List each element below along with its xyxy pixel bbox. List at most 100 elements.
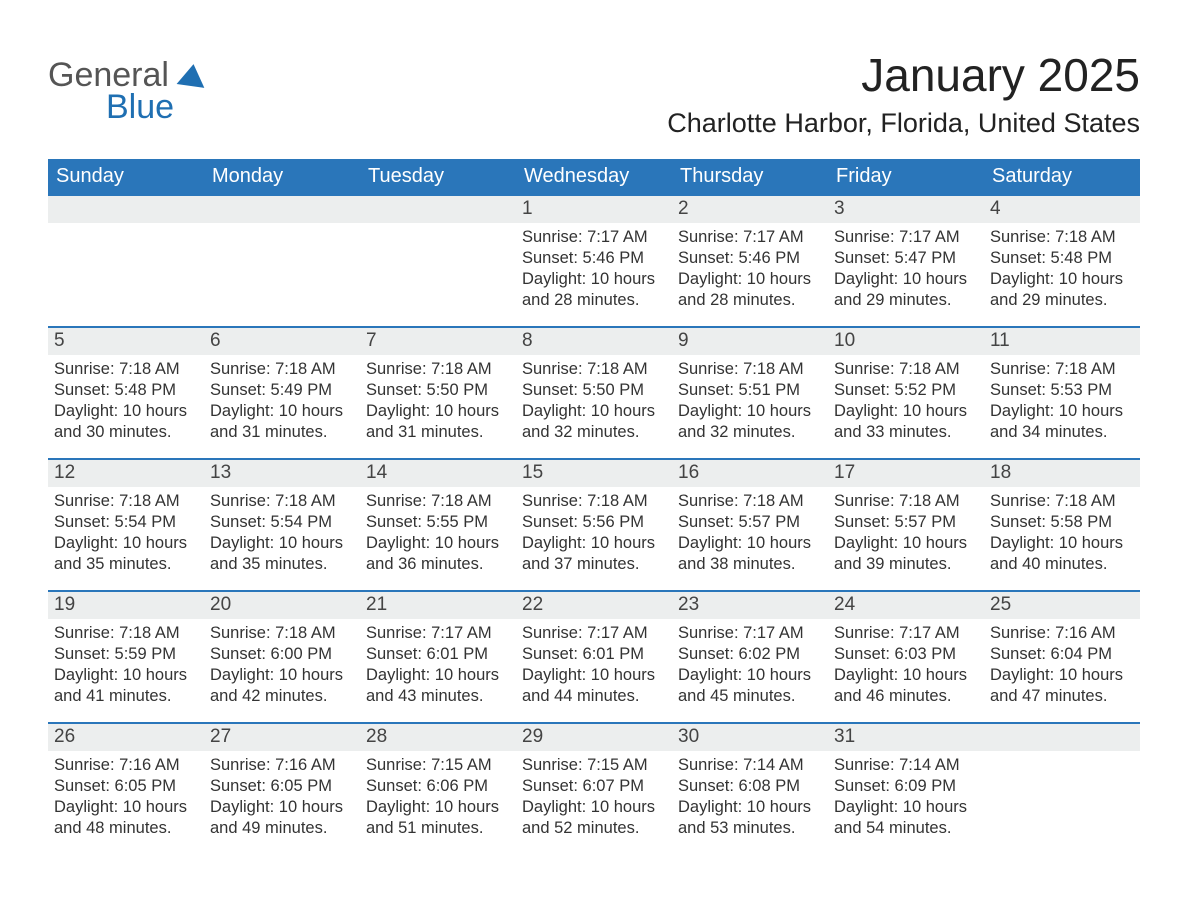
weekday-header: Saturday	[984, 159, 1140, 196]
day-cell: 10Sunrise: 7:18 AMSunset: 5:52 PMDayligh…	[828, 328, 984, 458]
sunset-text: Sunset: 6:05 PM	[54, 776, 198, 797]
day-details: Sunrise: 7:14 AMSunset: 6:09 PMDaylight:…	[828, 751, 984, 845]
day-cell: 29Sunrise: 7:15 AMSunset: 6:07 PMDayligh…	[516, 724, 672, 854]
sunrise-text: Sunrise: 7:18 AM	[522, 491, 666, 512]
sunrise-text: Sunrise: 7:18 AM	[990, 491, 1134, 512]
day-details: Sunrise: 7:18 AMSunset: 5:48 PMDaylight:…	[984, 223, 1140, 317]
day-cell: 31Sunrise: 7:14 AMSunset: 6:09 PMDayligh…	[828, 724, 984, 854]
day-number: 5	[48, 328, 204, 355]
day-details: Sunrise: 7:18 AMSunset: 5:54 PMDaylight:…	[204, 487, 360, 581]
day-details: Sunrise: 7:18 AMSunset: 5:55 PMDaylight:…	[360, 487, 516, 581]
daylight-text: Daylight: 10 hours and 35 minutes.	[210, 533, 354, 575]
day-number: 31	[828, 724, 984, 751]
day-cell: 9Sunrise: 7:18 AMSunset: 5:51 PMDaylight…	[672, 328, 828, 458]
sunrise-text: Sunrise: 7:14 AM	[834, 755, 978, 776]
day-details: Sunrise: 7:16 AMSunset: 6:04 PMDaylight:…	[984, 619, 1140, 713]
day-number: 14	[360, 460, 516, 487]
day-details: Sunrise: 7:18 AMSunset: 6:00 PMDaylight:…	[204, 619, 360, 713]
daylight-text: Daylight: 10 hours and 38 minutes.	[678, 533, 822, 575]
day-cell: 18Sunrise: 7:18 AMSunset: 5:58 PMDayligh…	[984, 460, 1140, 590]
day-number	[48, 196, 204, 223]
sunset-text: Sunset: 5:57 PM	[678, 512, 822, 533]
day-details: Sunrise: 7:18 AMSunset: 5:54 PMDaylight:…	[48, 487, 204, 581]
sunset-text: Sunset: 6:07 PM	[522, 776, 666, 797]
location-subtitle: Charlotte Harbor, Florida, United States	[667, 108, 1140, 139]
sunrise-text: Sunrise: 7:17 AM	[366, 623, 510, 644]
day-cell: 22Sunrise: 7:17 AMSunset: 6:01 PMDayligh…	[516, 592, 672, 722]
title-block: January 2025 Charlotte Harbor, Florida, …	[667, 40, 1140, 151]
day-number: 24	[828, 592, 984, 619]
sunrise-text: Sunrise: 7:18 AM	[522, 359, 666, 380]
daylight-text: Daylight: 10 hours and 47 minutes.	[990, 665, 1134, 707]
sunset-text: Sunset: 5:47 PM	[834, 248, 978, 269]
week-row: 5Sunrise: 7:18 AMSunset: 5:48 PMDaylight…	[48, 326, 1140, 458]
daylight-text: Daylight: 10 hours and 32 minutes.	[522, 401, 666, 443]
day-cell: 3Sunrise: 7:17 AMSunset: 5:47 PMDaylight…	[828, 196, 984, 326]
day-number: 6	[204, 328, 360, 355]
weeks-container: 1 Sunrise: 7:17 AM Sunset: 5:46 PM Daylight…	[48, 196, 1140, 854]
daylight-text: Daylight: 10 hours and 51 minutes.	[366, 797, 510, 839]
day-number: 19	[48, 592, 204, 619]
daylight-text: Daylight: 10 hours and 39 minutes.	[834, 533, 978, 575]
day-cell: 30Sunrise: 7:14 AMSunset: 6:08 PMDayligh…	[672, 724, 828, 854]
sunrise-text: Sunrise: 7:18 AM	[54, 623, 198, 644]
daylight-text: Daylight: 10 hours and 37 minutes.	[522, 533, 666, 575]
sunset-text: Sunset: 6:08 PM	[678, 776, 822, 797]
month-title: January 2025	[667, 48, 1140, 102]
day-number: 15	[516, 460, 672, 487]
day-details: Sunrise: 7:15 AMSunset: 6:06 PMDaylight:…	[360, 751, 516, 845]
day-cell	[204, 196, 360, 326]
sunrise-text: Sunrise: 7:18 AM	[210, 359, 354, 380]
daylight-text: Daylight: 10 hours and 44 minutes.	[522, 665, 666, 707]
day-number: 23	[672, 592, 828, 619]
daylight-text: Daylight: 10 hours and 36 minutes.	[366, 533, 510, 575]
sunset-text: Sunset: 6:04 PM	[990, 644, 1134, 665]
day-number: 11	[984, 328, 1140, 355]
sunrise-text: Sunrise: 7:17 AM	[678, 623, 822, 644]
daylight-text: Daylight: 10 hours and 43 minutes.	[366, 665, 510, 707]
daylight-text: Daylight: 10 hours and 29 minutes.	[990, 269, 1134, 311]
day-cell: 19Sunrise: 7:18 AMSunset: 5:59 PMDayligh…	[48, 592, 204, 722]
sunrise-text: Sunrise: 7:18 AM	[54, 491, 198, 512]
day-cell: 12Sunrise: 7:18 AMSunset: 5:54 PMDayligh…	[48, 460, 204, 590]
sunset-text: Sunset: 5:50 PM	[522, 380, 666, 401]
sunrise-text: Sunrise: 7:17 AM	[834, 227, 978, 248]
day-number: 1	[516, 196, 672, 223]
daylight-text: Daylight: 10 hours and 34 minutes.	[990, 401, 1134, 443]
sunrise-text: Sunrise: 7:17 AM	[522, 227, 666, 248]
day-details: Sunrise: 7:18 AMSunset: 5:57 PMDaylight:…	[828, 487, 984, 581]
daylight-text: Daylight: 10 hours and 48 minutes.	[54, 797, 198, 839]
day-cell	[48, 196, 204, 326]
sunrise-text: Sunrise: 7:16 AM	[210, 755, 354, 776]
day-cell: 20Sunrise: 7:18 AMSunset: 6:00 PMDayligh…	[204, 592, 360, 722]
day-number: 29	[516, 724, 672, 751]
sunset-text: Sunset: 6:09 PM	[834, 776, 978, 797]
day-details: Sunrise: 7:17 AMSunset: 6:01 PMDaylight:…	[516, 619, 672, 713]
day-number: 25	[984, 592, 1140, 619]
sunset-text: Sunset: 5:56 PM	[522, 512, 666, 533]
sunrise-text: Sunrise: 7:18 AM	[210, 491, 354, 512]
day-details: Sunrise: 7:14 AMSunset: 6:08 PMDaylight:…	[672, 751, 828, 845]
day-cell: 7Sunrise: 7:18 AMSunset: 5:50 PMDaylight…	[360, 328, 516, 458]
sunset-text: Sunset: 5:57 PM	[834, 512, 978, 533]
sunset-text: Sunset: 6:05 PM	[210, 776, 354, 797]
daylight-text: Daylight: 10 hours and 41 minutes.	[54, 665, 198, 707]
daylight-text: Daylight: 10 hours and 45 minutes.	[678, 665, 822, 707]
calendar-grid: SundayMondayTuesdayWednesdayThursdayFrid…	[48, 159, 1140, 854]
day-details: Sunrise: 7:18 AMSunset: 5:56 PMDaylight:…	[516, 487, 672, 581]
logo: General Blue	[48, 58, 206, 127]
sunset-text: Sunset: 5:50 PM	[366, 380, 510, 401]
day-cell: 2Sunrise: 7:17 AMSunset: 5:46 PMDaylight…	[672, 196, 828, 326]
sunrise-text: Sunrise: 7:18 AM	[366, 359, 510, 380]
day-details: Sunrise: 7:18 AMSunset: 5:50 PMDaylight:…	[360, 355, 516, 449]
sunset-text: Sunset: 5:46 PM	[678, 248, 822, 269]
weekday-header: Tuesday	[360, 159, 516, 196]
header-area: General Blue January 2025 Charlotte Harb…	[48, 40, 1140, 151]
day-details: Sunrise: 7:16 AMSunset: 6:05 PMDaylight:…	[204, 751, 360, 845]
day-cell: 17Sunrise: 7:18 AMSunset: 5:57 PMDayligh…	[828, 460, 984, 590]
day-number: 8	[516, 328, 672, 355]
day-cell: 16Sunrise: 7:18 AMSunset: 5:57 PMDayligh…	[672, 460, 828, 590]
logo-triangle-icon	[177, 62, 208, 88]
sunrise-text: Sunrise: 7:18 AM	[834, 491, 978, 512]
sunset-text: Sunset: 6:06 PM	[366, 776, 510, 797]
